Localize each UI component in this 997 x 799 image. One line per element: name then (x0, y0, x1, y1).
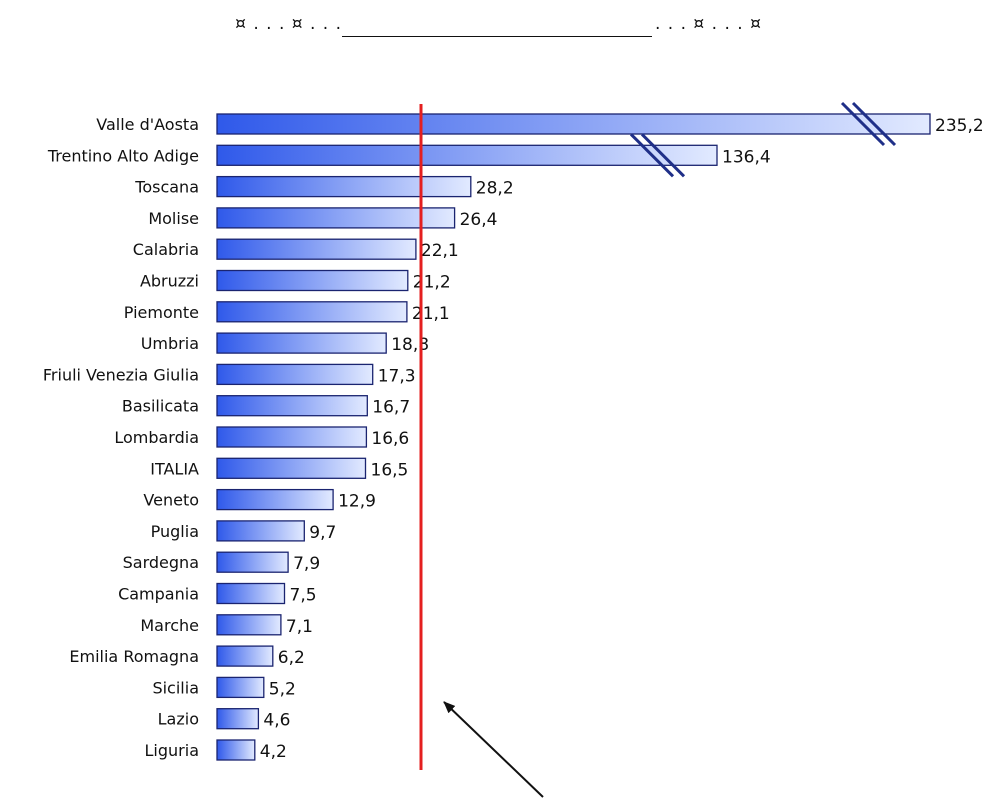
category-label: Emilia Romagna (69, 647, 199, 666)
bar (216, 708, 260, 730)
value-labels: 235,2 136,4 28,2 26,422,1 21,2 21,1 18,8 17,3 16… (260, 116, 984, 762)
header-ornament-right: . . . ¤ . . . ¤ (655, 14, 762, 34)
category-label: Trentino Alto Adige (47, 146, 199, 165)
bar (216, 363, 374, 386)
data-label: 21,2 (413, 273, 451, 293)
data-label: 21,1 (412, 304, 450, 324)
category-label: Sicilia (152, 678, 199, 697)
header-ornament-left: ¤ . . . ¤ . . . (235, 14, 342, 34)
category-label: Abruzzi (140, 272, 199, 291)
axis-break-mark (629, 133, 675, 178)
data-label: 7,5 (290, 586, 317, 606)
data-label: 26,4 (460, 210, 498, 230)
bar (216, 395, 368, 417)
category-label: Friuli Venezia Giulia (43, 365, 199, 384)
bar (216, 238, 417, 260)
bar (216, 488, 334, 511)
bar (216, 207, 456, 229)
data-label: 28,2 (476, 179, 514, 199)
data-label: 16,7 (372, 398, 410, 418)
category-labels: Valle d'Aosta Trentino Alto Adige Toscana M… (43, 115, 199, 760)
bar (216, 426, 368, 448)
bar (216, 332, 387, 354)
axis-break-marks (629, 101, 897, 178)
bar (216, 175, 472, 198)
data-label: 235,2 (935, 116, 984, 136)
axis-break-mark (840, 101, 886, 147)
page-header: ¤ . . . ¤ . . . . . . ¤ . . . ¤ (0, 14, 997, 42)
data-label: 16,5 (371, 460, 409, 480)
data-label: 6,2 (278, 648, 305, 668)
bar (216, 551, 289, 573)
data-label: 136,4 (722, 147, 771, 167)
data-label: 16,6 (371, 429, 409, 449)
axis-break-mark (640, 133, 686, 178)
category-label: Basilicata (122, 397, 199, 416)
category-label: Puglia (151, 522, 199, 541)
data-label: 22,1 (421, 241, 459, 261)
category-label: ITALIA (150, 459, 199, 478)
category-label: Umbria (141, 334, 199, 353)
category-label: Toscana (134, 178, 199, 197)
category-label: Valle d'Aosta (96, 115, 199, 134)
category-label: Sardegna (123, 553, 199, 572)
bar (216, 457, 367, 479)
data-label: 18,8 (391, 335, 429, 355)
category-label: Piemonte (124, 303, 199, 322)
category-label: Marche (140, 616, 199, 635)
data-label: 5,2 (269, 679, 296, 699)
bar (216, 614, 282, 636)
bar (216, 582, 286, 605)
data-label: 4,6 (263, 711, 290, 731)
annotation-arrow (443, 701, 544, 798)
bar (216, 269, 409, 292)
data-label: 4,2 (260, 742, 287, 762)
data-label: 9,7 (309, 523, 336, 543)
data-label: 7,1 (286, 617, 313, 637)
header-rule (342, 36, 652, 37)
bar-series (216, 113, 931, 761)
axis-break-mark (851, 101, 897, 147)
category-label: Liguria (145, 741, 199, 760)
data-label: 7,9 (293, 554, 320, 574)
bar (216, 676, 265, 699)
bar (216, 301, 408, 323)
category-label: Calabria (133, 240, 199, 259)
bar (216, 739, 256, 761)
bar (216, 113, 931, 135)
bar (216, 144, 718, 166)
bar (216, 520, 305, 542)
category-label: Molise (148, 209, 199, 228)
bar (216, 645, 274, 667)
data-label: 12,9 (338, 492, 376, 512)
category-label: Lazio (158, 710, 199, 729)
category-label: Campania (118, 585, 199, 604)
data-label: 17,3 (378, 366, 416, 386)
category-label: Lombardia (114, 428, 199, 447)
category-label: Veneto (143, 491, 199, 510)
